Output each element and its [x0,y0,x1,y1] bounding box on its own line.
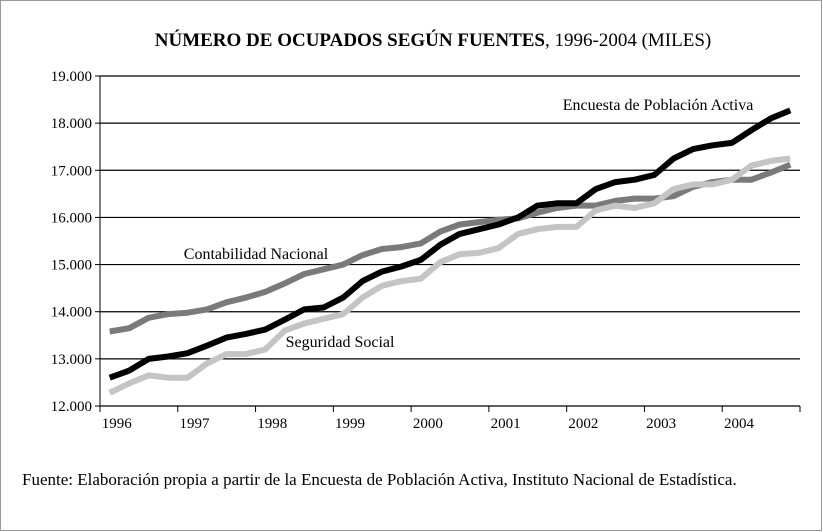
x-tick-label: 1998 [257,416,287,432]
chart-subtitle: , 1996-2004 (MILES) [545,30,711,51]
series-line [108,155,791,396]
x-tick-label: 2002 [568,416,598,432]
y-tick-label: 15.000 [51,258,92,274]
x-tick-label: 1996 [102,416,133,432]
y-tick-label: 14.000 [51,305,92,321]
chart-title: NÚMERO DE OCUPADOS SEGÚN FUENTES [155,29,545,51]
x-tick-label: 1997 [180,416,211,432]
x-tick-label: 1999 [335,416,365,432]
series-label: Encuesta de Población Activa [563,97,754,114]
chart-title-group: NÚMERO DE OCUPADOS SEGÚN FUENTES, 1996-2… [155,29,711,51]
series-label: Seguridad Social [286,334,395,351]
y-tick-label: 13.000 [51,352,92,368]
x-tick-label: 2003 [646,416,676,432]
series-line [108,107,792,381]
series-label: Contabilidad Nacional [184,246,329,263]
x-tick-label: 2000 [413,416,443,432]
series-line [109,161,792,335]
x-tick-label: 2001 [491,416,521,432]
y-tick-label: 17.000 [51,163,92,179]
source-note: Fuente: Elaboración propia a partir de l… [22,470,737,489]
y-tick-label: 12.000 [51,399,92,415]
y-tick-label: 16.000 [51,210,92,226]
y-tick-label: 19.000 [51,69,92,85]
x-tick-label: 2004 [724,416,755,432]
y-tick-label: 18.000 [51,116,92,132]
